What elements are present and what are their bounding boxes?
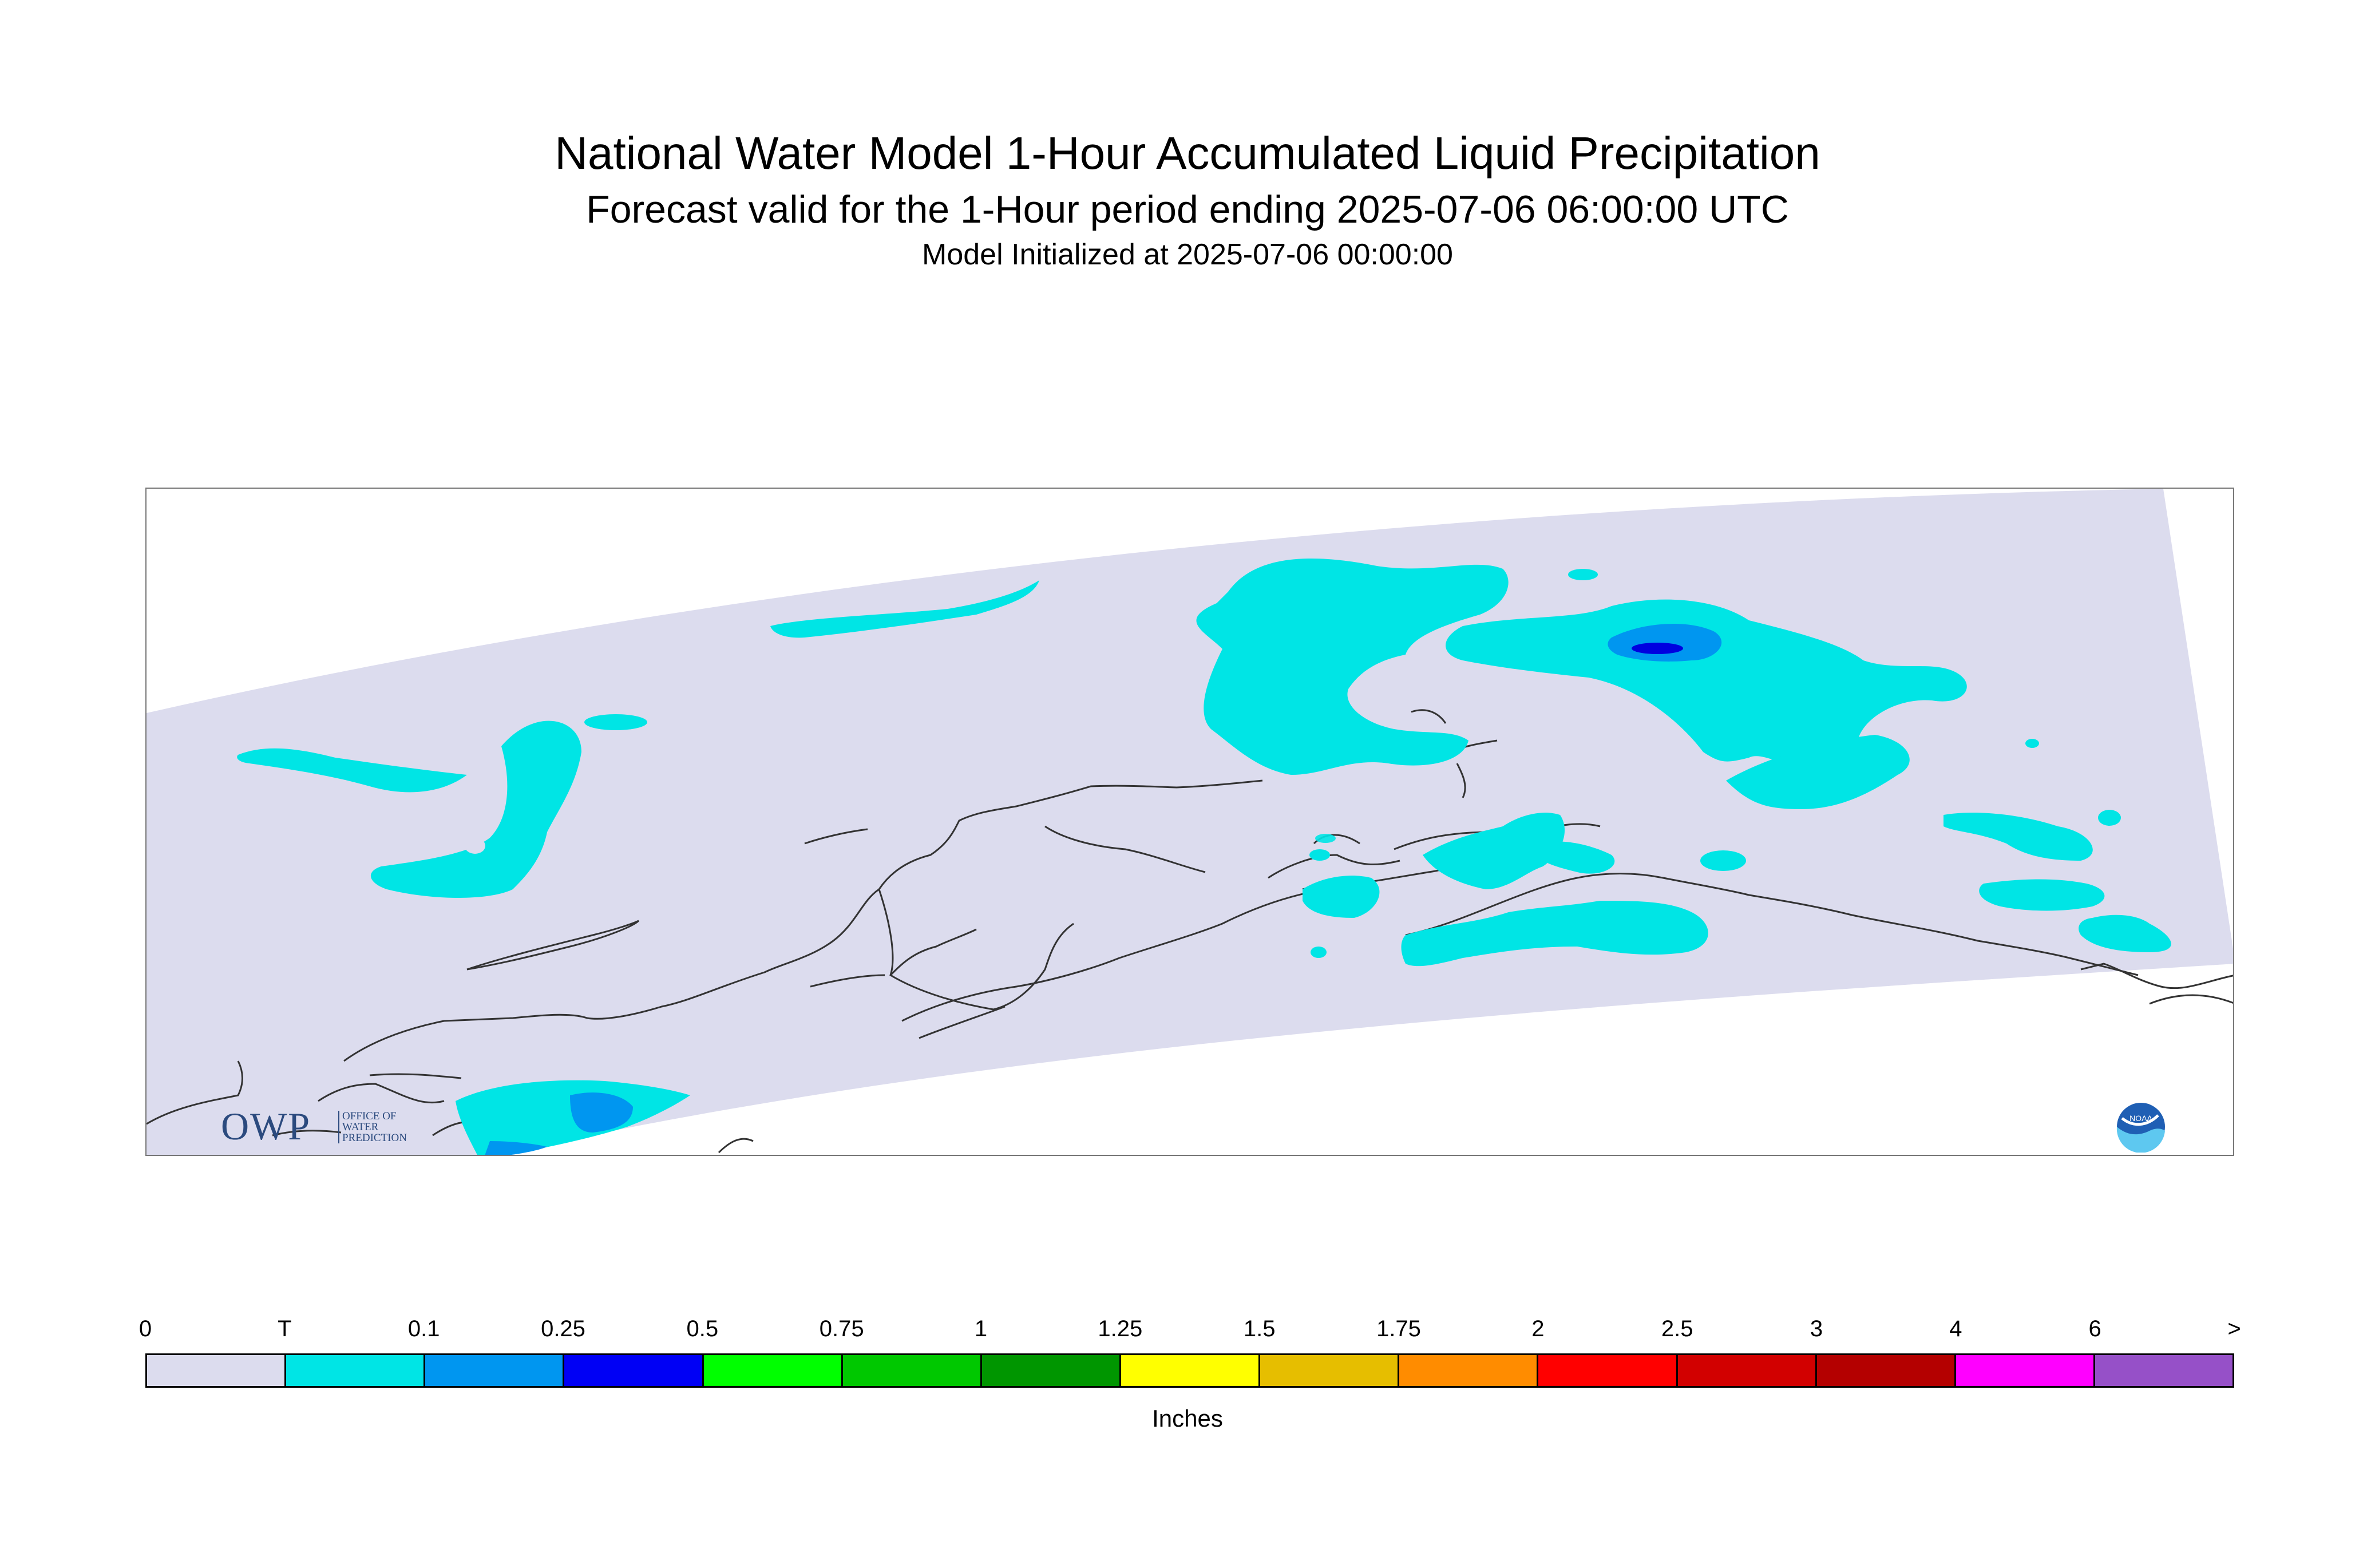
legend-bin-5 bbox=[842, 1355, 982, 1386]
legend-bin-6 bbox=[981, 1355, 1121, 1386]
legend-tick-label: 3 bbox=[1810, 1316, 1823, 1341]
legend-bin-9 bbox=[1399, 1355, 1539, 1386]
legend-tick-label: 0.5 bbox=[686, 1316, 719, 1341]
legend-tick-label: 1.25 bbox=[1098, 1316, 1143, 1341]
legend-bin-10 bbox=[1538, 1355, 1678, 1386]
precip-trace bbox=[237, 558, 2171, 1155]
legend-bin-7 bbox=[1121, 1355, 1261, 1386]
noaa-logo: NOAA bbox=[2115, 1101, 2167, 1153]
precip-dark-blue bbox=[1632, 643, 1683, 654]
legend-tick-label: > bbox=[2227, 1316, 2241, 1341]
model-domain bbox=[147, 489, 2233, 1155]
legend-bin-11 bbox=[1677, 1355, 1817, 1386]
owp-logo-small: OFFICE OF WATER PREDICTION bbox=[338, 1111, 407, 1143]
map-title: National Water Model 1-Hour Accumulated … bbox=[555, 128, 1820, 179]
legend-bin-13 bbox=[1956, 1355, 2095, 1386]
legend-tick-label: 1.5 bbox=[1243, 1316, 1276, 1341]
legend-bin-2 bbox=[425, 1355, 565, 1386]
legend-tick-label: 0.1 bbox=[407, 1316, 440, 1341]
legend-tick-label: 0 bbox=[138, 1316, 152, 1341]
legend-bin-8 bbox=[1260, 1355, 1400, 1386]
legend-bin-3 bbox=[564, 1355, 704, 1386]
legend-tick-label: 4 bbox=[1949, 1316, 1962, 1341]
precip-light-blue bbox=[485, 624, 1722, 1155]
legend-tick-label: 0.25 bbox=[541, 1316, 585, 1341]
legend-bin-1 bbox=[286, 1355, 426, 1386]
legend-tick-label: T bbox=[278, 1316, 292, 1341]
legend-tick-label: 1.75 bbox=[1376, 1316, 1421, 1341]
legend-bin-12 bbox=[1816, 1355, 1956, 1386]
legend-bin-14 bbox=[2095, 1355, 2233, 1386]
owp-logo: OWP OFFICE OF WATER PREDICTION bbox=[221, 1104, 427, 1148]
legend-tick-label: 0.75 bbox=[819, 1316, 864, 1341]
legend-bin-4 bbox=[703, 1355, 843, 1386]
legend-tick-label: 2 bbox=[1531, 1316, 1545, 1341]
precipitation-map: OWP OFFICE OF WATER PREDICTION NOAA bbox=[145, 488, 2234, 1156]
legend-bin-0 bbox=[147, 1355, 287, 1386]
legend-tick-label: 1 bbox=[974, 1316, 988, 1341]
svg-text:NOAA: NOAA bbox=[2129, 1114, 2152, 1123]
owp-logo-text: OWP bbox=[221, 1104, 311, 1148]
forecast-valid-subtitle: Forecast valid for the 1-Hour period end… bbox=[586, 188, 1789, 231]
legend-color-bar bbox=[145, 1353, 2234, 1388]
legend-units-label: Inches bbox=[1152, 1405, 1223, 1432]
model-init-line: Model Initialized at 2025-07-06 00:00:00 bbox=[922, 238, 1453, 271]
legend-tick-label: 2.5 bbox=[1661, 1316, 1693, 1341]
legend-tick-label: 6 bbox=[2088, 1316, 2101, 1341]
legend-tick-labels: 0 T 0.1 0.25 0.5 0.75 1 1.25 1.5 1.75 2 2.5 3 4 6 > bbox=[139, 1316, 2241, 1351]
